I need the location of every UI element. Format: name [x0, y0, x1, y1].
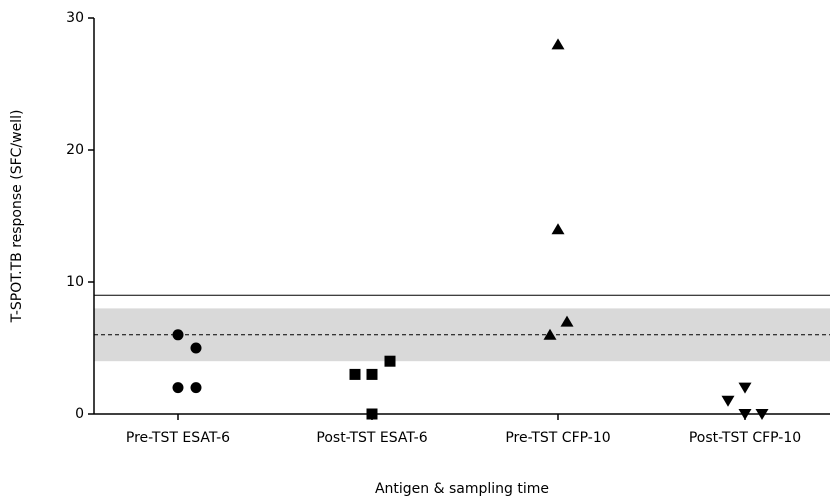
x-tick-label: Pre-TST ESAT-6 [126, 430, 230, 446]
point [738, 382, 752, 394]
point [349, 368, 361, 380]
point [560, 315, 574, 327]
point [738, 409, 752, 420]
point [172, 329, 184, 341]
point [190, 342, 202, 354]
point [543, 328, 557, 340]
point [551, 223, 565, 235]
point [172, 382, 184, 394]
x-tick-label: Pre-TST CFP-10 [505, 430, 610, 446]
point [366, 408, 378, 420]
point [366, 368, 378, 380]
y-axis-title: T-SPOT.TB response (SFC/well) [9, 110, 25, 324]
y-tick-label: 0 [75, 406, 84, 422]
point [551, 38, 565, 50]
y-tick-label: 10 [66, 274, 84, 290]
point [190, 382, 202, 394]
point [384, 355, 396, 367]
point [755, 409, 769, 420]
x-axis-title: Antigen & sampling time [375, 481, 549, 497]
x-tick-label: Post-TST ESAT-6 [316, 430, 427, 446]
y-tick-label: 30 [66, 10, 84, 26]
x-tick-label: Post-TST CFP-10 [689, 430, 801, 446]
point [721, 395, 735, 407]
y-tick-label: 20 [66, 142, 84, 158]
